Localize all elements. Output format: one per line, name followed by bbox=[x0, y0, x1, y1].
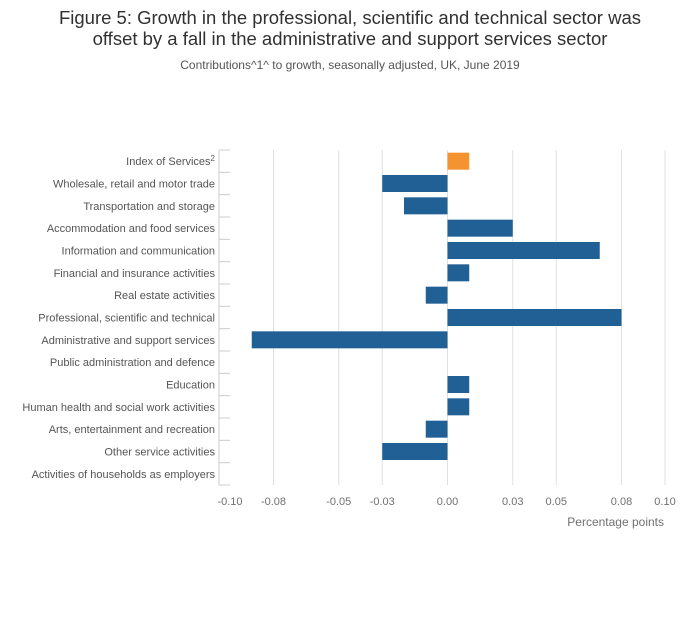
category-label: Activities of households as employers bbox=[32, 469, 216, 481]
bar-5 bbox=[447, 264, 470, 282]
chart-title: Figure 5: Growth in the professional, sc… bbox=[0, 7, 700, 49]
category-label: Human health and social work activities bbox=[22, 402, 215, 414]
category-label: Administrative and support services bbox=[41, 335, 215, 347]
category-label: Financial and insurance activities bbox=[54, 268, 216, 280]
category-label: Wholesale, retail and motor trade bbox=[53, 179, 215, 191]
x-tick-label: 0.03 bbox=[502, 496, 523, 508]
bar-4 bbox=[447, 242, 600, 259]
category-label: Public administration and defence bbox=[50, 357, 215, 369]
category-label: Index of Services2 bbox=[126, 154, 215, 168]
category-label: Education bbox=[166, 380, 215, 392]
x-tick-label: -0.03 bbox=[370, 496, 395, 508]
bar-10 bbox=[447, 376, 470, 393]
chart-subtitle: Contributions^1^ to growth, seasonally a… bbox=[180, 58, 520, 72]
chart-title-line-2: offset by a fall in the administrative a… bbox=[92, 28, 608, 49]
x-tick-label: 0.08 bbox=[611, 496, 632, 508]
bar-7 bbox=[447, 309, 622, 326]
bars bbox=[251, 152, 622, 460]
bar-0 bbox=[447, 152, 470, 170]
category-superscript: 2 bbox=[211, 154, 216, 163]
category-label: Other service activities bbox=[104, 447, 215, 459]
x-tick-labels: -0.10 -0.08 -0.05 -0.03 0.00 0.03 0.05 0.08 0.10 bbox=[217, 496, 675, 508]
bar-2 bbox=[404, 197, 448, 215]
bar-13 bbox=[382, 443, 448, 460]
x-tick-label: -0.10 bbox=[217, 496, 242, 508]
bar-3 bbox=[447, 219, 513, 237]
bar-1 bbox=[382, 175, 448, 192]
category-label: Arts, entertainment and recreation bbox=[49, 424, 215, 436]
category-label: Real estate activities bbox=[114, 290, 215, 302]
category-label: Transportation and storage bbox=[83, 201, 215, 213]
grid-lines bbox=[218, 149, 666, 486]
bar-6 bbox=[425, 286, 448, 304]
category-label: Information and communication bbox=[62, 246, 215, 258]
x-tick-label: -0.08 bbox=[261, 496, 286, 508]
chart-title-line-1: Figure 5: Growth in the professional, sc… bbox=[58, 7, 641, 28]
category-label: Accommodation and food services bbox=[47, 223, 216, 235]
category-label: Professional, scientific and technical bbox=[38, 313, 215, 325]
x-tick-label: 0.10 bbox=[654, 496, 675, 508]
bar-12 bbox=[425, 420, 448, 438]
category-labels: Index of Services2 Wholesale, retail and … bbox=[22, 154, 215, 481]
x-tick-label: 0.00 bbox=[437, 496, 458, 508]
x-axis-label: Percentage points bbox=[567, 515, 664, 529]
x-tick-label: 0.05 bbox=[546, 496, 567, 508]
bar-11 bbox=[447, 398, 470, 416]
x-tick-label: -0.05 bbox=[326, 496, 351, 508]
bar-8 bbox=[251, 331, 448, 349]
